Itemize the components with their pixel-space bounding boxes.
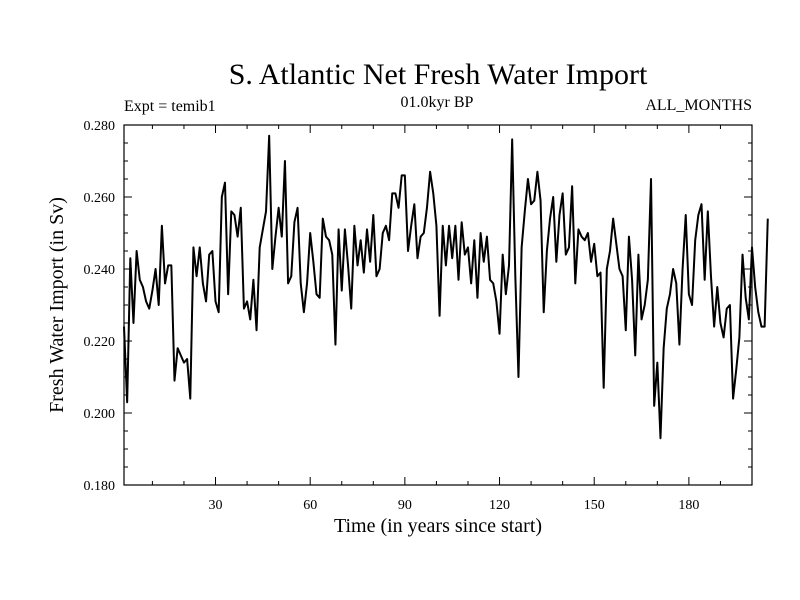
x-tick-label: 90 — [398, 498, 412, 513]
y-tick-label: 0.180 — [84, 479, 116, 494]
x-tick-label: 120 — [489, 498, 510, 513]
experiment-label: Expt = temib1 — [124, 98, 216, 115]
y-axis-label: Fresh Water Import (in Sv) — [46, 197, 68, 413]
period-label: 01.0kyr BP — [401, 94, 474, 111]
y-tick-label: 0.220 — [84, 335, 116, 350]
y-tick-label: 0.200 — [84, 407, 116, 422]
y-ticks: 0.180 0.200 0.220 0.240 0.260 0.280 — [84, 119, 752, 494]
data-series-line — [123, 134, 769, 440]
x-tick-label: 150 — [584, 498, 605, 513]
y-tick-label: 0.280 — [84, 119, 116, 134]
x-axis-label: Time (in years since start) — [334, 515, 542, 537]
x-ticks: 30 60 90 120 150 180 — [151, 125, 721, 513]
x-tick-label: 60 — [303, 498, 317, 513]
y-tick-label: 0.240 — [84, 263, 116, 278]
x-tick-label: 30 — [209, 498, 223, 513]
chart-title: S. Atlantic Net Fresh Water Import — [229, 58, 648, 91]
plot-frame — [123, 124, 753, 486]
y-tick-label: 0.260 — [84, 191, 116, 206]
months-label: ALL_MONTHS — [645, 97, 752, 114]
x-tick-label: 180 — [678, 498, 699, 513]
